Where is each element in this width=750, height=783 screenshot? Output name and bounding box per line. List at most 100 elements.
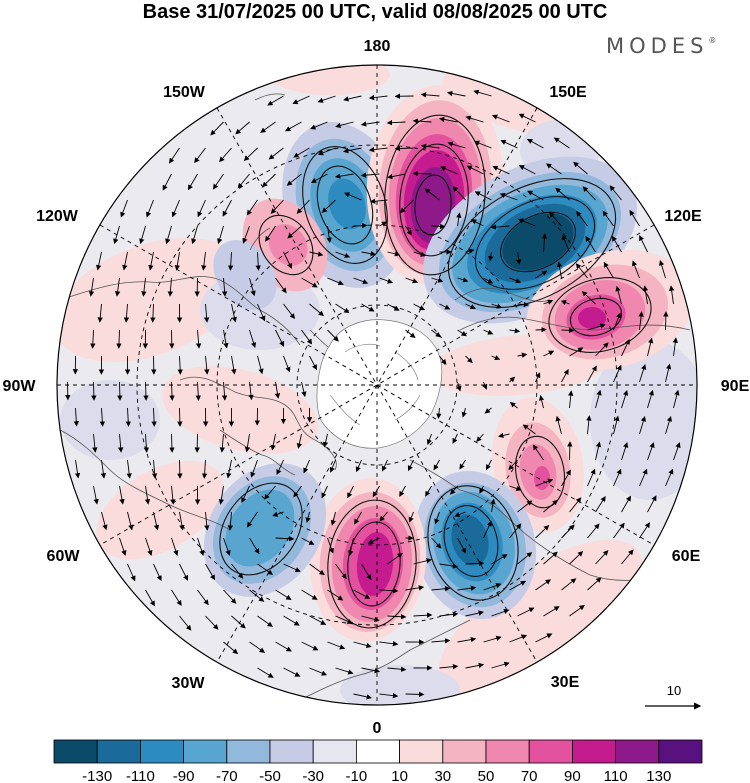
wind-arrow	[139, 225, 146, 245]
contour-lines	[219, 114, 652, 629]
wind-arrow	[426, 433, 432, 445]
wind-arrow	[543, 551, 558, 565]
wind-arrow	[465, 115, 484, 123]
wind-arrow	[275, 589, 292, 600]
wind-arrow	[150, 303, 156, 323]
wind-arrow	[665, 363, 672, 383]
wind-arrow	[484, 407, 492, 414]
wind-arrow	[587, 577, 602, 591]
wind-arrow	[532, 444, 544, 461]
wind-arrow	[621, 338, 630, 357]
wind-arrow	[353, 222, 368, 229]
wind-arrow	[379, 511, 388, 522]
wind-arrow	[195, 329, 202, 349]
wind-arrow	[465, 248, 475, 254]
wind-arrow	[287, 225, 302, 239]
colorbar-swatch	[399, 739, 444, 764]
wind-arrow	[231, 615, 246, 629]
wind-arrow	[561, 524, 575, 539]
colorbar-swatch	[183, 739, 228, 764]
wind-arrow	[249, 329, 257, 349]
wind-arrow	[309, 563, 325, 576]
colorbar-tick-label: 10	[391, 768, 408, 783]
wind-arrow	[293, 147, 310, 158]
label-120w: 120W	[36, 208, 79, 225]
wind-arrow	[210, 121, 224, 136]
wind-arrow	[581, 290, 596, 305]
wind-arrow	[335, 615, 353, 624]
label-90e: 90E	[721, 378, 750, 395]
wind-arrow	[639, 415, 646, 435]
wind-arrow	[509, 580, 527, 591]
wind-arrow	[431, 638, 451, 644]
wind-arrow	[223, 537, 231, 556]
wind-arrow	[223, 641, 239, 655]
wind-arrow	[585, 235, 596, 253]
wind-arrow	[309, 251, 324, 257]
wind-arrow	[509, 402, 518, 409]
wind-arrow	[242, 225, 250, 244]
wind-arrow	[169, 381, 175, 401]
colorbar-tick-label: 50	[478, 768, 495, 783]
wind-arrow	[146, 199, 154, 218]
wind-arrow	[122, 251, 128, 271]
wind-arrow	[201, 459, 208, 479]
colorbar-swatch	[355, 739, 400, 764]
wind-arrow	[151, 407, 157, 427]
wind-arrow	[244, 433, 251, 453]
wind-arrow	[347, 485, 354, 499]
wind-arrow	[561, 234, 570, 253]
wind-arrow	[483, 277, 494, 284]
wind-arrow	[114, 277, 121, 297]
wind-arrow	[500, 139, 518, 149]
wind-arrow	[327, 277, 344, 286]
wind-arrow	[335, 121, 354, 129]
wind-arrow	[327, 329, 339, 342]
wind-arrow	[387, 614, 407, 620]
wind-arrow	[231, 303, 237, 323]
wind-arrow	[344, 192, 362, 201]
wind-arrow	[241, 485, 250, 504]
wind-arrow	[518, 113, 536, 123]
wind-arrow	[353, 277, 369, 285]
wind-arrow	[491, 661, 510, 669]
wind-arrow	[665, 415, 672, 435]
wind-arrow	[568, 390, 574, 409]
anomaly-center-40w	[203, 463, 327, 597]
colorbar-swatch	[658, 739, 703, 764]
wind-arrow	[177, 355, 183, 375]
wind-arrow	[436, 407, 442, 419]
brand-text: MODES	[606, 34, 709, 58]
wind-arrow	[90, 329, 96, 349]
wind-arrow	[647, 495, 657, 513]
colorbar-tick-label: -50	[259, 768, 281, 783]
wind-arrow	[267, 95, 284, 106]
wind-arrow	[456, 381, 462, 392]
wind-arrow	[301, 381, 307, 398]
wind-arrow	[465, 662, 485, 669]
wind-arrow	[321, 199, 336, 213]
wind-arrow	[613, 364, 622, 383]
wind-arrow	[639, 522, 650, 539]
wind-arrow	[361, 667, 381, 674]
wind-arrow	[535, 270, 548, 279]
wind-arrow	[491, 608, 510, 617]
wind-arrow	[334, 173, 354, 179]
wind-arrow	[353, 589, 371, 599]
wind-arrow	[543, 299, 554, 305]
wind-arrow	[101, 511, 108, 531]
wind-arrow	[179, 615, 192, 631]
wind-arrow	[322, 433, 329, 448]
colorbar-swatch	[528, 739, 573, 764]
wind-arrow	[587, 365, 597, 383]
colorbar-tick-label: -110	[126, 768, 155, 783]
wind-arrow	[517, 218, 536, 227]
wind-arrow	[405, 585, 425, 591]
wind-arrow	[296, 199, 310, 214]
wind-arrow	[535, 478, 554, 487]
wind-arrow	[509, 523, 522, 539]
colorbar-tick-label: 90	[564, 768, 581, 783]
wind-arrow	[379, 221, 388, 227]
colorbar-tick-label: 30	[434, 768, 451, 783]
